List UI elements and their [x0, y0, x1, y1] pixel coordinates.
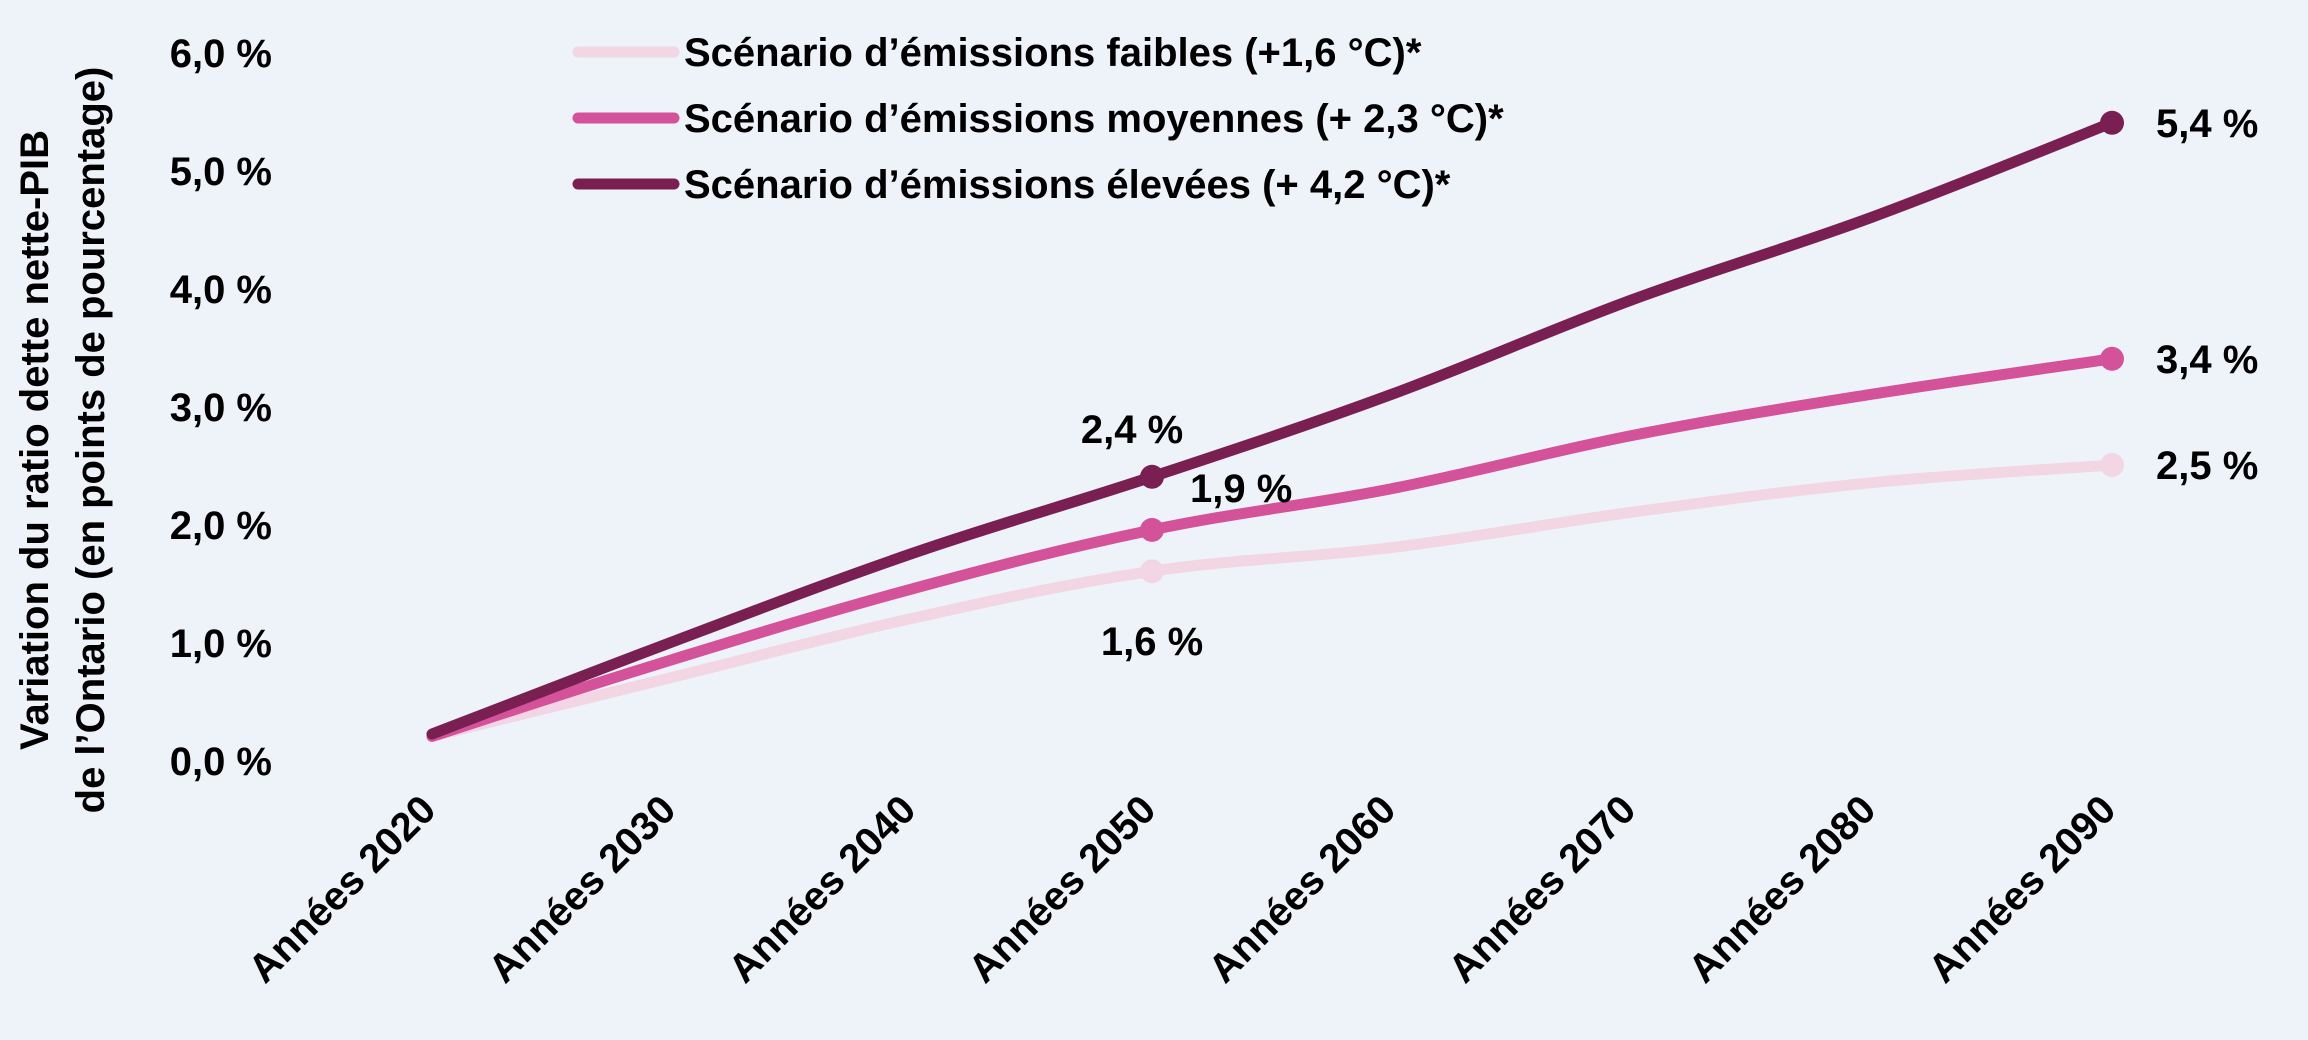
y-tick-label: 4,0 %	[170, 268, 272, 312]
series-lines	[426, 117, 2118, 742]
x-axis-ticks: Années 2020 Années 2030 Années 2040 Années …	[240, 787, 2124, 991]
data-label: 1,6 %	[1101, 620, 1203, 664]
legend-label: Scénario d’émissions faibles (+1,6 °C)*	[684, 31, 1422, 75]
y-tick-label: 1,0 %	[170, 622, 272, 666]
x-tick-label: Années 2030	[480, 787, 684, 991]
y-tick-label: 2,0 %	[170, 504, 272, 548]
x-tick-label: Années 2050	[960, 787, 1164, 991]
y-tick-label: 3,0 %	[170, 386, 272, 430]
legend-label: Scénario d’émissions élevées (+ 4,2 °C)*	[684, 163, 1451, 207]
data-point-marker	[2100, 346, 2124, 371]
data-point-marker	[1140, 559, 1164, 584]
y-tick-label: 0,0 %	[170, 740, 272, 784]
x-tick-label: Années 2040	[720, 787, 924, 991]
data-label: 2,5 %	[2156, 444, 2258, 488]
data-label: 5,4 %	[2156, 102, 2258, 146]
series-line	[426, 353, 2118, 742]
y-tick-label: 5,0 %	[170, 150, 272, 194]
data-point-marker	[2100, 110, 2124, 135]
data-label: 3,4 %	[2156, 338, 2258, 382]
series-markers	[1140, 110, 2124, 584]
data-labels: 1,6 % 2,5 % 1,9 % 3,4 % 2,4 % 5,4 %	[1081, 102, 2258, 664]
data-label: 1,9 %	[1190, 467, 1292, 511]
x-tick-label: Années 2080	[1680, 787, 1884, 991]
series-line	[426, 459, 2118, 742]
y-axis-title-line: Variation du ratio dette nette-PIB	[13, 130, 57, 750]
x-tick-label: Années 2090	[1920, 787, 2124, 991]
data-point-marker	[1140, 464, 1164, 489]
legend-label: Scénario d’émissions moyennes (+ 2,3 °C)…	[684, 97, 1504, 141]
x-tick-label: Années 2070	[1440, 787, 1644, 991]
x-tick-label: Années 2020	[240, 787, 444, 991]
data-label: 2,4 %	[1081, 408, 1183, 452]
y-axis-title: Variation du ratio dette nette-PIB de l’O…	[13, 67, 113, 814]
data-point-marker	[2100, 453, 2124, 477]
y-axis-ticks: 0,0 % 1,0 % 2,0 % 3,0 % 4,0 % 5,0 % 6,0 %	[170, 32, 272, 784]
legend: Scénario d’émissions faibles (+1,6 °C)* S…	[572, 31, 1504, 207]
y-axis-title-line: de l’Ontario (en points de pourcentage)	[69, 67, 113, 814]
y-tick-label: 6,0 %	[170, 32, 272, 76]
x-tick-label: Années 2060	[1200, 787, 1404, 991]
series-line	[426, 117, 2118, 740]
data-point-marker	[1140, 517, 1164, 542]
